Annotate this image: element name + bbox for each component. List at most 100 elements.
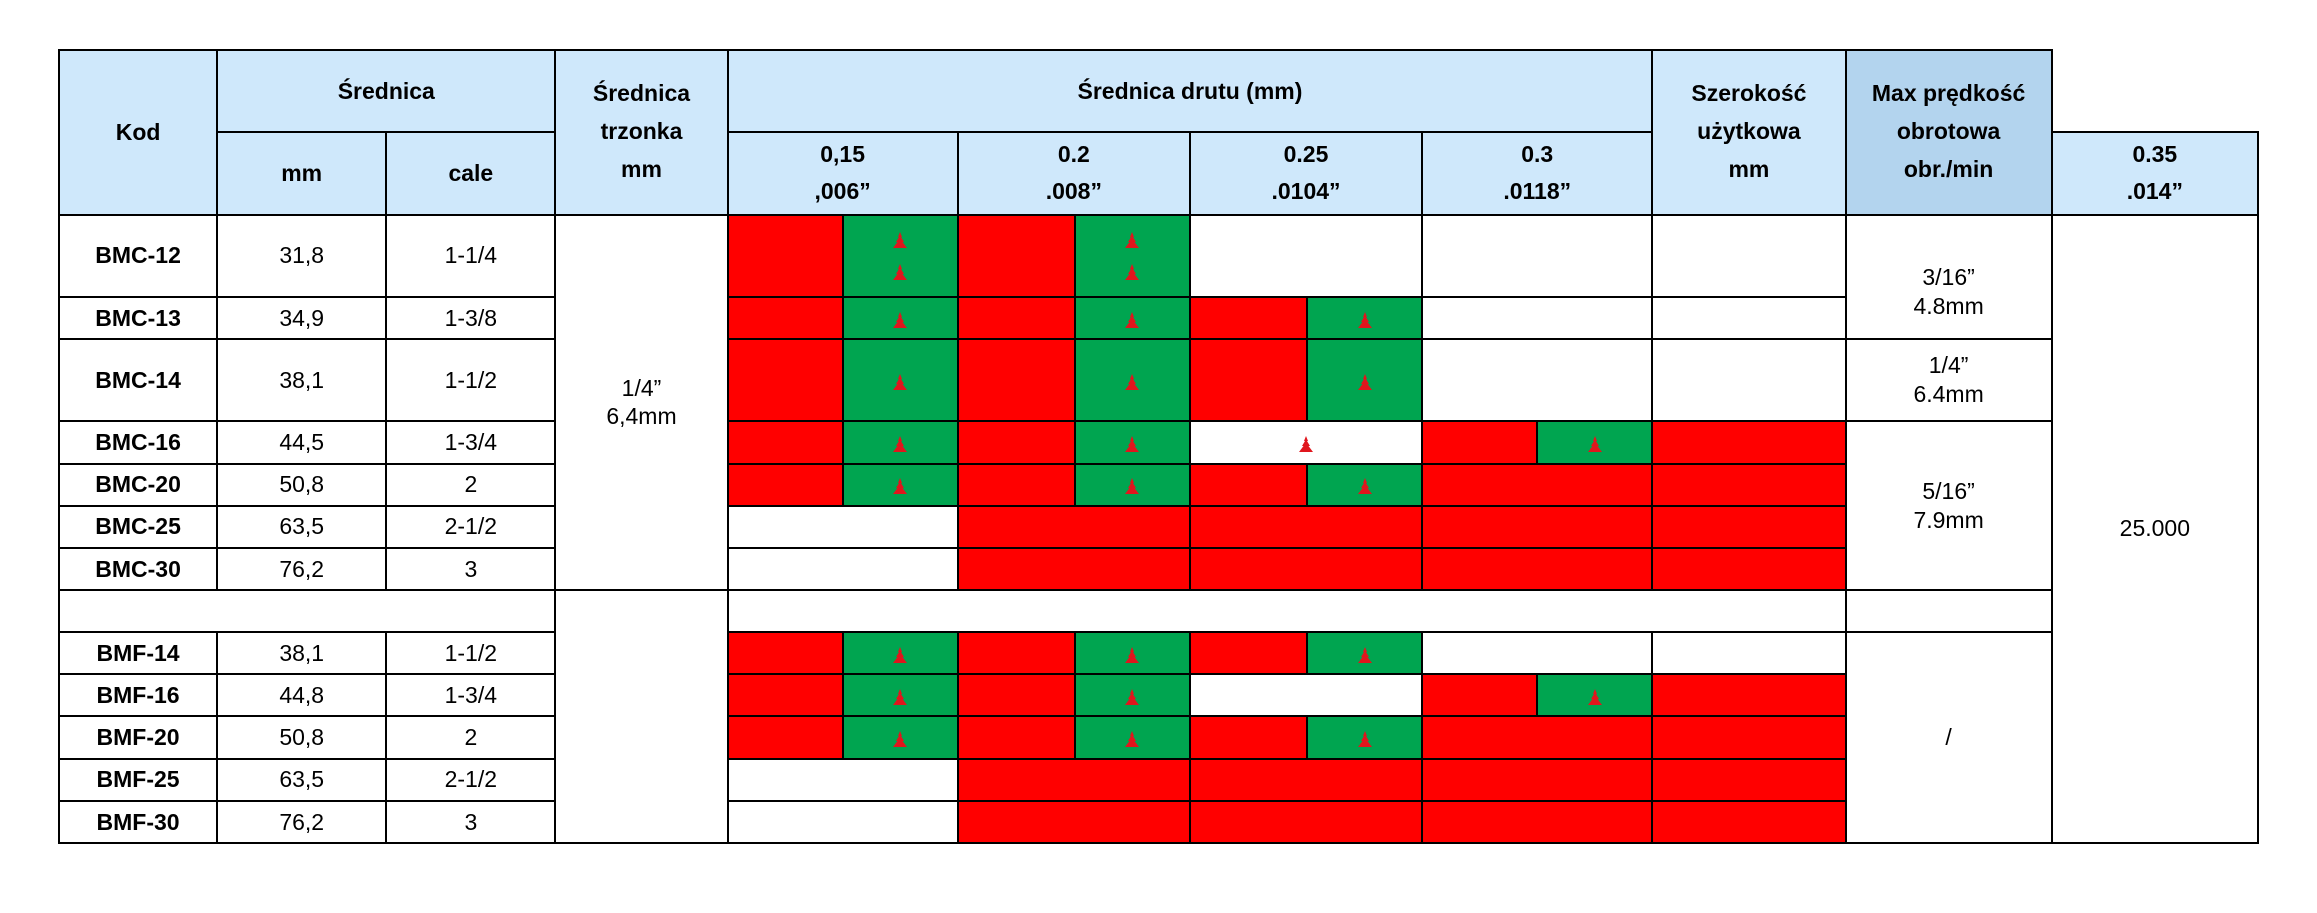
row-diameter-inch: 2 [385, 462, 557, 507]
row-diameter-mm: 44,8 [216, 673, 388, 718]
availability-red [1421, 462, 1654, 507]
table-row: BMF-30 76,2 3 [57, 799, 2258, 845]
availability-red [1651, 673, 1847, 718]
red-peak-marker-icon [1356, 373, 1374, 391]
header-wire-size-5: 0.35 .014” [2050, 131, 2260, 216]
header-wire-size-4: 0.3 .0118” [1421, 131, 1654, 216]
red-peak-marker-icon [1586, 688, 1604, 706]
wire-size-4-mm: 0.3 [1521, 140, 1554, 167]
availability-green [1073, 295, 1191, 341]
red-peak-marker-icon [1356, 730, 1374, 748]
row-diameter-inch: 1-3/8 [385, 295, 557, 341]
availability-red [1651, 462, 1847, 507]
row-diameter-inch: 1-3/4 [385, 420, 557, 465]
availability-red [1651, 757, 1847, 802]
availability-green [841, 673, 959, 718]
availability-red [1421, 757, 1654, 802]
availability-red [726, 462, 844, 507]
width-2-mm: 6.4mm [1913, 381, 1984, 408]
row-code: BMF-14 [57, 631, 219, 676]
availability-green [841, 462, 959, 507]
header-max-speed: Max prędkość obrotowa obr./min [1844, 49, 2053, 216]
header-speed-line1: Max prędkość [1871, 80, 2026, 107]
row-diameter-inch: 1-1/2 [385, 338, 557, 423]
wire-size-2-inch: .008” [1045, 178, 1102, 205]
table-row: BMF-16 44,8 1-3/4 [57, 673, 2258, 718]
row-diameter-mm: 76,2 [216, 546, 388, 591]
availability-red [1188, 799, 1424, 845]
availability-red [956, 715, 1076, 760]
row-diameter-inch: 3 [385, 546, 557, 591]
availability-green [1073, 213, 1191, 298]
max-speed-value: 25.000 [2050, 213, 2260, 845]
row-diameter-mm: 76,2 [216, 799, 388, 845]
availability-red [1188, 546, 1424, 591]
row-code: BMC-12 [57, 213, 219, 298]
availability-green [1306, 631, 1424, 676]
red-peak-marker-icon [1356, 311, 1374, 329]
availability-red [1188, 295, 1309, 341]
red-peak-marker-icon [1123, 688, 1141, 706]
wire-size-2-mm: 0.2 [1057, 140, 1090, 167]
wire-size-1-mm: 0,15 [820, 140, 866, 167]
wire-size-1-inch: ,006” [814, 178, 871, 205]
availability-green [841, 631, 959, 676]
availability-red [1188, 757, 1424, 802]
availability-none [1188, 673, 1424, 718]
table-row: BMF-14 38,1 1-1/2 / [57, 631, 2258, 844]
red-peak-marker-icon [891, 311, 909, 329]
table-row: BMC-14 38,1 1-1/2 1/4” 6.4mm [57, 338, 2258, 423]
header-shank-unit: mm [621, 156, 662, 183]
availability-red [1188, 338, 1309, 423]
red-peak-marker-icon [1123, 231, 1141, 249]
row-diameter-mm: 50,8 [216, 715, 388, 760]
availability-none [1421, 631, 1654, 676]
row-diameter-inch: 1-3/4 [385, 673, 557, 718]
row-diameter-mm: 50,8 [216, 462, 388, 507]
header-width-unit: mm [1728, 156, 1770, 183]
availability-green [1306, 338, 1424, 423]
availability-green [1073, 420, 1191, 465]
row-code: BMC-25 [57, 504, 219, 549]
row-diameter-inch: 2-1/2 [385, 757, 557, 802]
table-row: BMF-20 50,8 2 [57, 715, 2258, 760]
header-code: Kod [57, 49, 219, 216]
header-speed-line2: obrotowa [1896, 118, 2001, 145]
availability-green [1306, 295, 1424, 341]
header-shank: Średnica trzonka mm [554, 49, 729, 216]
header-wire-size-3: 0.25 .0104” [1188, 131, 1424, 216]
wire-size-4-inch: .0118” [1503, 178, 1572, 205]
header-diameter-inch: cale [385, 131, 557, 216]
red-peak-marker-icon [891, 730, 909, 748]
availability-green [1073, 715, 1191, 760]
red-peak-marker-icon [1356, 646, 1374, 664]
row-diameter-inch: 3 [385, 799, 557, 845]
red-peak-marker-icon [891, 688, 909, 706]
red-peak-marker-icon [891, 646, 909, 664]
red-peak-marker-icon [1123, 435, 1141, 453]
availability-green [841, 715, 959, 760]
header-shank-line1: Średnica [592, 80, 691, 107]
red-peak-marker-icon [891, 263, 909, 281]
width-1-mm: 4.8mm [1913, 292, 1984, 319]
availability-red [1421, 673, 1539, 718]
wire-size-3-inch: .0104” [1271, 178, 1341, 205]
availability-red [1421, 546, 1654, 591]
brush-spec-table: Kod Średnica Średnica trzonka mm Średnic… [57, 48, 2260, 845]
table-row: BMC-20 50,8 2 [57, 462, 2258, 507]
row-diameter-inch: 2 [385, 715, 557, 760]
availability-none [726, 504, 959, 549]
row-code: BMC-30 [57, 546, 219, 591]
availability-green [1306, 715, 1424, 760]
row-diameter-inch: 2-1/2 [385, 504, 557, 549]
header-diameter: Średnica [216, 48, 557, 134]
row-code: BMC-13 [57, 295, 219, 341]
working-width-cell-1: 3/16” 4.8mm [1844, 213, 2053, 341]
red-peak-marker-icon [891, 373, 909, 391]
availability-red [1188, 715, 1309, 760]
availability-red [726, 673, 844, 718]
availability-green [1073, 673, 1191, 718]
row-diameter-mm: 44,5 [216, 420, 388, 465]
row-code: BMC-14 [57, 338, 219, 423]
availability-red [956, 631, 1076, 676]
